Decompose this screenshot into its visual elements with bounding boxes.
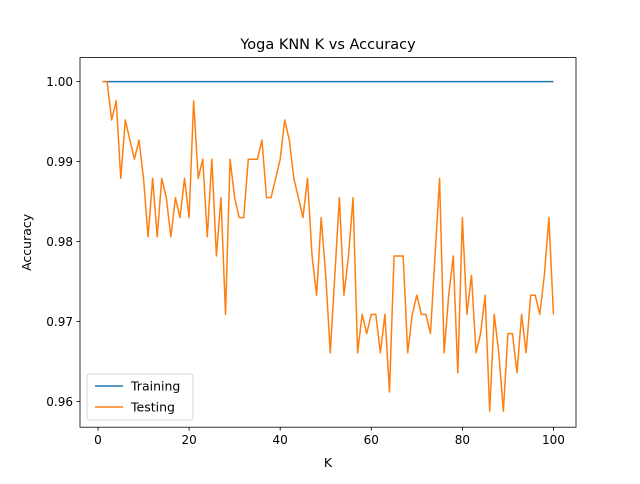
x-axis-ticks: 0 20 40 60 80 100 xyxy=(94,427,565,447)
y-axis-label: Accuracy xyxy=(19,213,34,271)
plot-area xyxy=(80,57,576,428)
x-tick-label: 60 xyxy=(364,433,379,447)
series-group xyxy=(102,80,555,412)
x-tick-label: 0 xyxy=(94,433,102,447)
legend: Training Testing xyxy=(86,373,194,421)
series-line-testing xyxy=(102,80,555,412)
x-tick-label: 20 xyxy=(181,433,196,447)
x-tick-label: 40 xyxy=(273,433,288,447)
legend-label: Testing xyxy=(130,400,175,415)
x-axis-label: K xyxy=(324,455,333,470)
y-tick-label: 1.00 xyxy=(46,75,73,89)
x-tick-label: 100 xyxy=(542,433,565,447)
chart-title: Yoga KNN K vs Accuracy xyxy=(239,37,416,53)
y-tick-label: 0.97 xyxy=(46,315,73,329)
x-tick-label: 80 xyxy=(455,433,470,447)
plot-frame xyxy=(79,57,577,428)
y-tick-label: 0.98 xyxy=(46,235,73,249)
legend-label: Training xyxy=(130,379,180,394)
y-tick-label: 0.96 xyxy=(46,395,73,409)
y-axis-ticks: 0.96 0.97 0.98 0.99 1.00 xyxy=(46,75,80,409)
y-tick-label: 0.99 xyxy=(46,155,73,169)
